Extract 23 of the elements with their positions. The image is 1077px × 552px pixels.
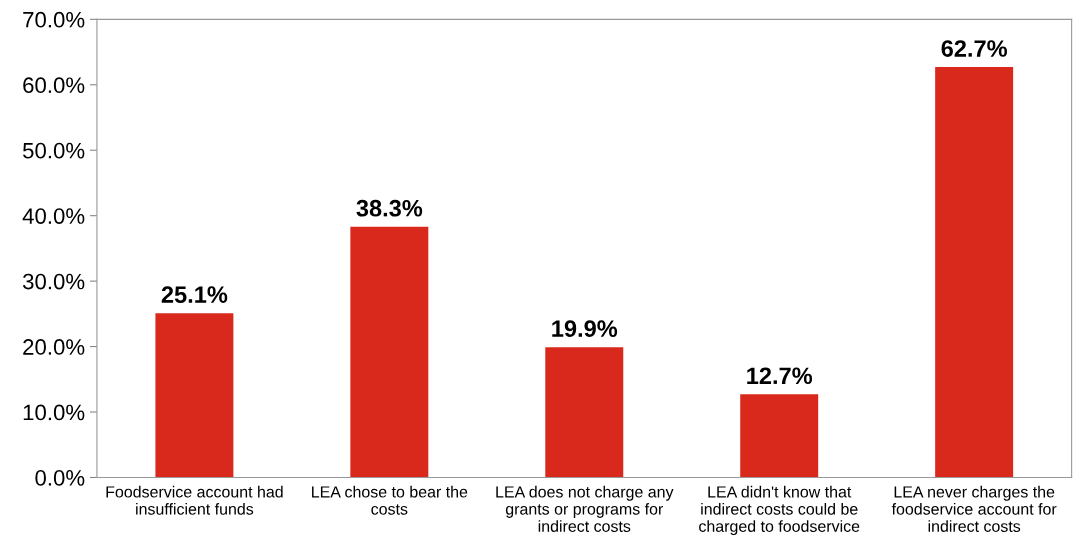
data-label: 12.7% [747,367,813,385]
x-tick-label: LEA didn't know that indirect costs could be charged to foodservice [699,485,860,536]
x-tick-label: LEA does not charge any grants or programs for indirect costs [496,485,674,532]
data-label: 38.3% [356,199,423,217]
bar [350,226,429,478]
data-label: 19.9% [552,320,618,338]
bar [935,67,1014,478]
y-tick-label: 10.0% [23,404,85,421]
x-tick-label: Foodservice account had insufficient funds [106,485,283,515]
x-tick-label: LEA chose to bear the costs [312,485,468,515]
y-tick-label: 30.0% [22,273,85,290]
y-tick-label: 20.0% [23,339,85,355]
y-tick-label: 50.0% [23,142,85,159]
data-label: 62.7% [941,40,1007,57]
x-tick-label: LEA never charges the foodservice account for indirect costs [891,485,1057,532]
bar [740,394,819,478]
y-tick-label: 0.0% [35,470,85,486]
y-tick-label: 70.0% [23,11,85,28]
bar [155,313,234,478]
bar [545,347,624,478]
y-tick-label: 40.0% [22,208,85,224]
data-label: 25.1% [161,286,228,303]
y-tick-label: 60.0% [23,77,85,94]
